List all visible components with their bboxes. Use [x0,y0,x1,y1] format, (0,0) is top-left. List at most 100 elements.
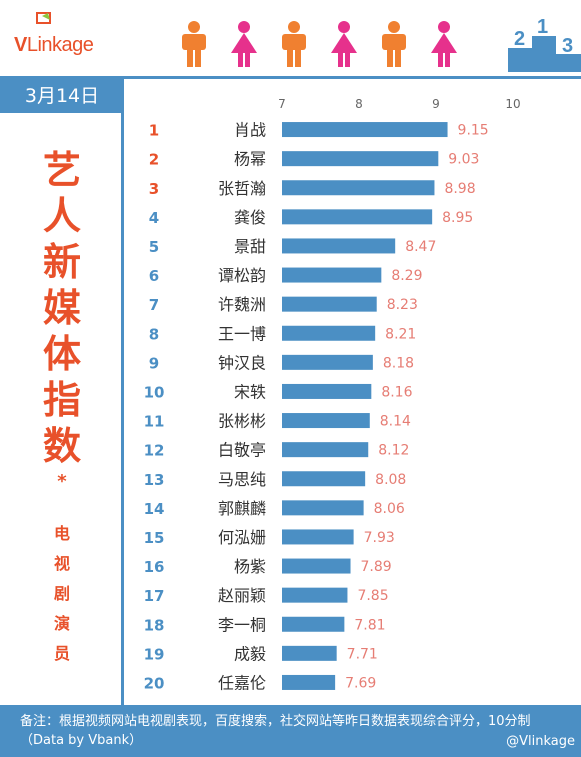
rank-label: 16 [144,558,165,576]
title-char-1: 艺 [42,148,81,192]
rank-label: 14 [144,500,165,518]
rank-label: 12 [144,442,165,460]
bar [282,122,448,138]
rank-label: 10 [144,383,165,401]
value-label: 7.89 [361,559,392,575]
title-char-3: 新 [42,240,81,284]
category-label: 宋轶 [234,382,266,401]
person-male-icon [282,21,306,67]
title-char-4: 媒 [42,286,81,330]
side-title-panel: 艺 人 新 媒 体 指 数 * 电 视 剧 演 员 [0,113,124,705]
category-label: 白敬亭 [218,441,266,460]
rank-label: 13 [144,471,165,489]
bar [282,238,396,254]
vlinkage-logo[interactable]: VLinkage [14,34,94,57]
bar [282,296,377,312]
bar [282,267,382,283]
bar [282,325,376,341]
value-label: 9.15 [458,123,489,139]
value-label: 8.21 [385,326,416,342]
subtitle-char-3: 剧 [53,584,70,603]
value-label: 7.93 [364,530,395,546]
category-label: 成毅 [234,644,266,663]
bar [282,354,373,370]
bar [282,383,372,399]
value-label: 9.03 [448,152,479,168]
rank-label: 6 [149,267,159,285]
logo-mark-icon [36,12,51,24]
bar [282,674,336,690]
date-label: 3月14日 [0,79,124,113]
rank-label: 15 [144,529,165,547]
category-label: 肖战 [234,121,266,140]
value-label: 7.69 [345,675,376,691]
category-label: 杨紫 [234,557,266,576]
bar [282,645,337,661]
category-label: 马思纯 [218,470,266,489]
rank-label: 18 [144,616,165,634]
ranking-bar-chart: 7 8 9 10 1 肖战 9.15 2 杨幂 9.03 3 张哲瀚 8.98 4 龚俊 8.95 5 景甜 8.4… [144,97,521,692]
footer: 备注：根据视频网站电视剧表现，百度搜索，社交网站等昨日数据表现综合评分，10分制… [0,705,581,757]
rank-label: 11 [144,413,165,431]
podium-3: 3 [562,35,573,57]
person-male-icon [182,21,206,67]
rank-label: 3 [149,180,159,198]
value-label: 8.16 [381,384,412,400]
bar [282,587,348,603]
logo-text: Linkage [26,34,94,56]
category-label: 景甜 [234,237,266,256]
title-char-5: 体 [42,332,81,376]
category-label: 许魏洲 [218,295,266,314]
rank-label: 7 [149,296,159,314]
podium-1: 1 [537,18,548,38]
bar [282,180,435,196]
value-label: 7.81 [354,617,385,633]
category-label: 张哲瀚 [218,179,266,198]
rank-label: 2 [149,151,159,169]
rank-label: 1 [149,122,159,140]
category-label: 郭麒麟 [218,499,266,518]
value-label: 8.18 [383,355,414,371]
category-label: 谭松韵 [218,266,266,285]
title-asterisk: * [57,471,67,492]
title-char-7: 数 [42,424,81,468]
footer-note: 备注：根据视频网站电视剧表现，百度搜索，社交网站等昨日数据表现综合评分，10分制… [20,714,531,748]
value-label: 8.08 [375,472,406,488]
person-female-icon [231,21,257,67]
rank-label: 5 [149,238,159,256]
podium-icon: 2 1 3 [508,18,581,72]
bar [282,413,370,429]
value-label: 8.23 [387,297,418,313]
rank-label: 8 [149,325,159,343]
x-tick-label: 10 [505,97,520,111]
rank-label: 20 [144,674,165,692]
rank-label: 4 [149,209,159,227]
value-label: 8.06 [374,501,405,517]
rank-label: 17 [144,587,165,605]
person-male-icon [382,21,406,67]
value-label: 7.85 [357,588,388,604]
bar [282,558,351,574]
subtitle-char-5: 员 [53,644,70,663]
bar [282,471,366,487]
value-label: 8.98 [444,181,475,197]
x-tick-label: 8 [355,97,363,111]
bar [282,151,439,167]
bar [282,500,364,516]
bar [282,209,433,225]
category-label: 王一博 [218,324,266,343]
value-label: 8.14 [380,414,411,430]
person-female-icon [331,21,357,67]
category-label: 龚俊 [234,208,266,227]
value-label: 8.29 [391,268,422,284]
category-label: 杨幂 [234,150,266,169]
logo-v: V [14,34,27,56]
category-label: 钟汉良 [218,353,266,372]
rank-label: 19 [144,645,165,663]
header-divider [0,76,581,79]
category-label: 任嘉伦 [218,673,266,692]
subtitle-char-2: 视 [53,554,70,573]
category-label: 张彬彬 [218,412,266,431]
bar [282,529,354,545]
title-char-2: 人 [42,194,81,238]
